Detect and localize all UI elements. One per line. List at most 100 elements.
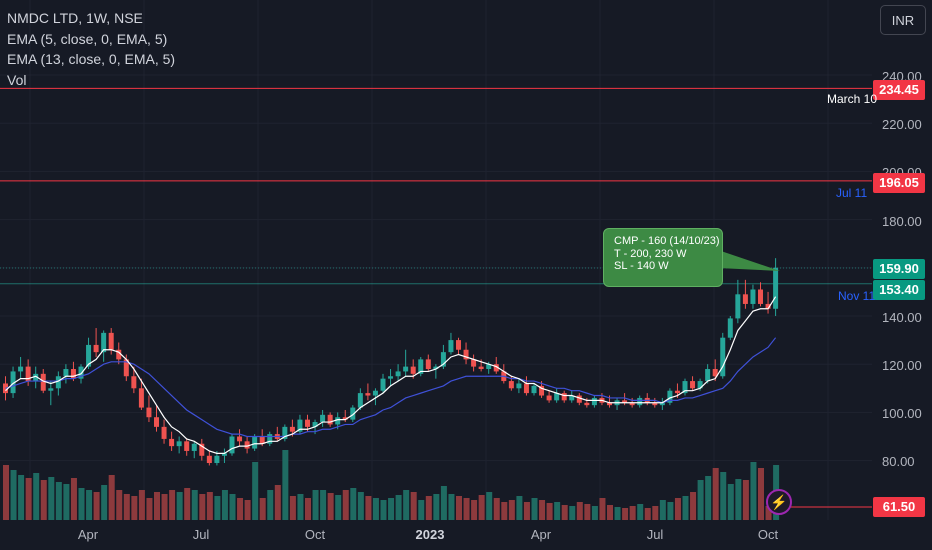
candle [637, 395, 643, 408]
candle [493, 356, 499, 374]
volume-bar [584, 504, 591, 520]
candle-body [305, 419, 310, 427]
candle [644, 393, 650, 406]
volume-bar [705, 476, 712, 520]
candle [546, 390, 552, 403]
volume-bar [486, 492, 493, 520]
y-tick: 180.00 [882, 214, 922, 229]
y-tick: 120.00 [882, 358, 922, 373]
volume-bar [237, 498, 244, 520]
y-tick: 140.00 [882, 310, 922, 325]
candle-body [63, 369, 69, 377]
price-label-nov: 153.40 [873, 280, 925, 300]
volume-legend[interactable]: Vol [7, 71, 27, 88]
volume-bar [561, 505, 568, 520]
candle [773, 258, 779, 316]
candle-body [380, 378, 386, 391]
candle-body [682, 381, 688, 394]
candle [184, 438, 190, 456]
candle [516, 378, 522, 394]
candle-body [591, 397, 597, 406]
candle-body [86, 344, 92, 367]
volume-bar [18, 475, 25, 520]
candle-body [3, 383, 8, 394]
volume-bar [758, 468, 764, 520]
volume-bar [569, 506, 576, 520]
candle [116, 342, 122, 365]
volume-bar [652, 506, 659, 520]
ema5-legend[interactable]: EMA (5, close, 0, EMA, 5) [7, 30, 168, 47]
candle [48, 381, 54, 406]
y-tick: 100.00 [882, 406, 922, 421]
candle [131, 366, 137, 394]
trade-note[interactable]: CMP - 160 (14/10/23) T - 200, 230 W SL -… [603, 228, 723, 287]
volume-bar [372, 498, 379, 520]
candle-body [138, 388, 144, 408]
candle-body [667, 390, 673, 403]
volume-bar [267, 490, 274, 520]
candle [682, 378, 688, 396]
candle-body [607, 402, 612, 406]
candle [55, 371, 61, 396]
candle-body [259, 436, 265, 444]
volume-bar [305, 498, 311, 520]
x-tick: Apr [77, 527, 99, 542]
candle-body [440, 352, 446, 367]
y-tick: 220.00 [882, 117, 922, 132]
candle-body [123, 359, 129, 377]
ema5-line [5, 296, 777, 454]
volume-bar [697, 480, 704, 520]
volume-bar [289, 496, 296, 520]
candle [357, 388, 363, 410]
volume-bar [554, 502, 561, 520]
candle [267, 431, 273, 447]
lightning-bolt-icon[interactable]: ⚡ [766, 489, 792, 515]
candle [101, 330, 107, 362]
candle-body [561, 393, 567, 401]
candle-body [758, 289, 763, 304]
candle-body [433, 366, 439, 370]
candle-body [116, 349, 122, 360]
candle-body [493, 364, 499, 372]
candle-body [78, 366, 84, 379]
candle [735, 279, 741, 324]
symbol-title[interactable]: NMDC LTD, 1W, NSE [7, 10, 143, 26]
volume-bar [221, 490, 228, 520]
candle [569, 390, 575, 403]
candle [758, 282, 763, 307]
candle [342, 409, 348, 423]
candle [591, 395, 597, 408]
horizontal-lines[interactable] [0, 87, 872, 508]
volume-bar [395, 495, 402, 520]
volume-bar [644, 508, 651, 520]
ema13-legend[interactable]: EMA (13, close, 0, EMA, 5) [7, 51, 176, 67]
volume-bar [335, 495, 342, 520]
candle [237, 429, 243, 447]
volume-bar [252, 462, 259, 520]
candle-body [448, 340, 454, 353]
candle-body [350, 407, 356, 420]
volume-bars [3, 450, 780, 520]
volume-bar [607, 505, 613, 520]
volume-bar [622, 508, 629, 520]
volume-bar [712, 468, 719, 520]
x-tick: Oct [304, 527, 326, 542]
x-tick: Apr [530, 527, 552, 542]
candle-body [463, 349, 469, 360]
candle [388, 369, 394, 386]
candle-body [244, 441, 250, 449]
candle [561, 390, 567, 403]
candle-body [652, 402, 658, 406]
candle [372, 388, 378, 406]
currency-button[interactable]: INR [880, 5, 926, 35]
volume-bar [456, 496, 462, 520]
volume-bar [674, 498, 681, 520]
candle-body [342, 417, 348, 420]
volume-bar [727, 484, 734, 520]
volume-bar [591, 506, 598, 520]
volume-bar [55, 482, 62, 520]
price-label-volume: 61.50 [873, 497, 925, 517]
candle-body [554, 393, 560, 401]
candle-body [252, 436, 258, 449]
